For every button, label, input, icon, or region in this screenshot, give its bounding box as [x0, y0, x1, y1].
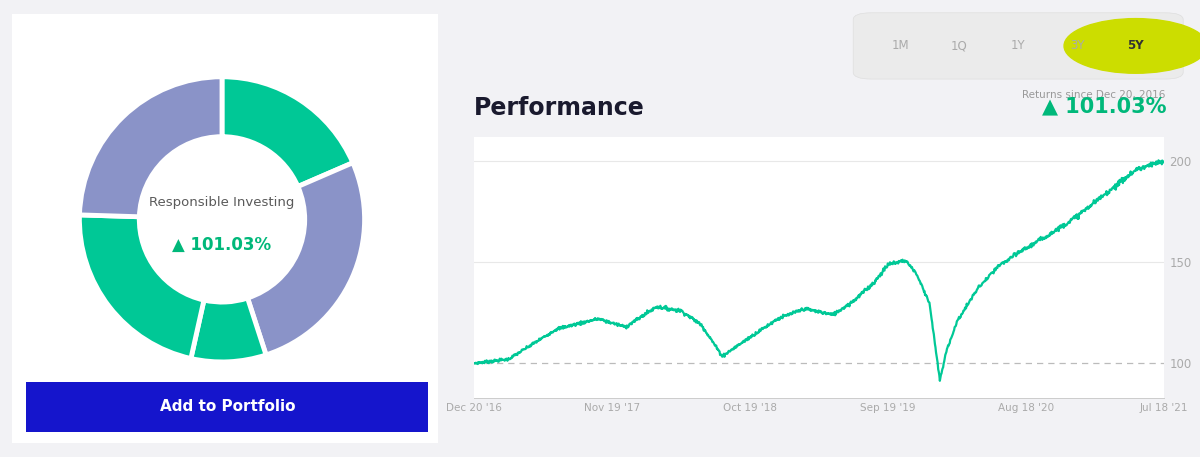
Wedge shape: [222, 77, 353, 186]
Circle shape: [1064, 19, 1200, 73]
Wedge shape: [247, 163, 365, 355]
Text: Returns since Dec 20, 2016: Returns since Dec 20, 2016: [1022, 90, 1165, 101]
Text: Performance: Performance: [474, 96, 644, 120]
Text: Add to Portfolio: Add to Portfolio: [160, 399, 295, 414]
Text: ▲ 101.03%: ▲ 101.03%: [173, 236, 271, 254]
Text: 1M: 1M: [892, 39, 910, 53]
FancyBboxPatch shape: [2, 378, 452, 435]
FancyBboxPatch shape: [853, 13, 1183, 79]
Text: 5Y: 5Y: [1128, 39, 1144, 53]
Text: 1Q: 1Q: [952, 39, 967, 53]
Wedge shape: [191, 298, 266, 362]
Text: ▲ 101.03%: ▲ 101.03%: [1042, 96, 1166, 116]
Wedge shape: [79, 215, 204, 358]
Wedge shape: [79, 77, 222, 217]
Text: 1Y: 1Y: [1010, 39, 1026, 53]
Text: Responsible Investing: Responsible Investing: [149, 196, 295, 209]
FancyBboxPatch shape: [0, 1, 451, 456]
Text: 3Y: 3Y: [1069, 39, 1085, 53]
